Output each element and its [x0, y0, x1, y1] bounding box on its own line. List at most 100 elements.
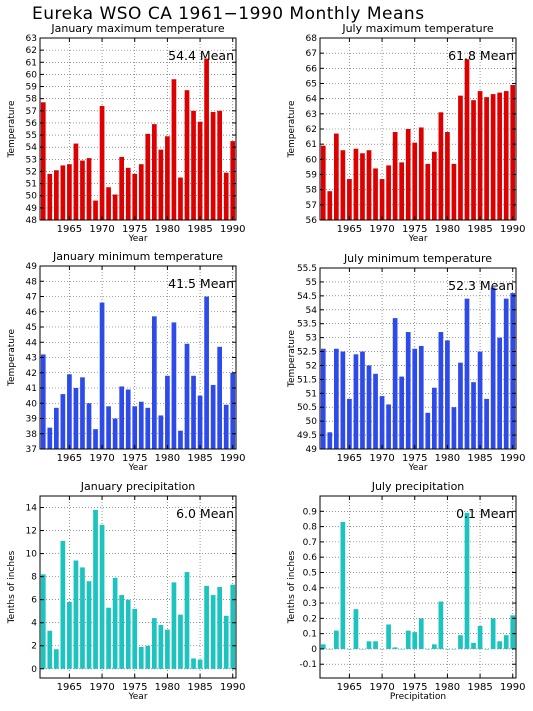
bar-1986	[484, 648, 489, 650]
y-tick-label: 54	[306, 306, 318, 316]
bar-1986	[204, 296, 209, 449]
bar-1979	[438, 332, 444, 449]
y-tick-label: 48	[26, 216, 38, 226]
y-tick-label: 39	[26, 415, 38, 425]
y-tick-label: 68	[306, 34, 318, 44]
bar-1985	[477, 91, 483, 220]
bar-1978	[151, 316, 157, 449]
y-tick-label: 53	[306, 334, 317, 344]
y-axis-label: Tenths of inches	[7, 550, 17, 624]
bar-1974	[125, 389, 131, 449]
x-tick-label: 1990	[220, 682, 245, 693]
bar-1982	[458, 635, 463, 649]
mean-label: 54.4 Mean	[168, 48, 234, 63]
bar-1990	[230, 372, 236, 449]
bar-1985	[197, 121, 203, 220]
bar-1964	[60, 394, 66, 449]
bar-1971	[386, 404, 391, 449]
chart-title: July precipitation	[371, 480, 465, 493]
bar-1968	[86, 158, 92, 220]
x-tick-label: 1975	[122, 453, 147, 464]
bar-1989	[503, 298, 509, 449]
y-tick-label: 47	[26, 293, 37, 303]
x-tick-label: 1975	[402, 453, 427, 464]
x-tick-label: 1980	[435, 224, 460, 235]
chart-6: July precipitation -0.1 0 0.1 0.2 0.3 0.4 0.5 0.…	[287, 480, 525, 702]
y-tick-label: 55.5	[297, 264, 317, 274]
bar-1975	[132, 608, 138, 669]
bar-1987	[210, 112, 216, 220]
bar-1967	[80, 567, 85, 669]
x-tick-label: 1985	[467, 224, 492, 235]
y-tick-label: 54.5	[297, 292, 317, 302]
bar-1982	[178, 177, 183, 220]
bar-1979	[158, 625, 164, 669]
bar-1972	[392, 647, 398, 649]
bar-1986	[484, 398, 489, 449]
bar-1963	[333, 348, 339, 449]
plot-frame	[39, 495, 237, 679]
bar-1989	[503, 635, 509, 649]
bar-1984	[191, 375, 196, 449]
y-tick-label: 61	[306, 140, 317, 150]
bar-1973	[119, 156, 125, 220]
bar-1970	[99, 524, 105, 669]
chart-title: July minimum temperature	[343, 252, 492, 265]
bar-1982	[458, 95, 463, 220]
bar-1990	[230, 141, 236, 220]
bar-1979	[438, 601, 444, 649]
bar-1962	[327, 648, 333, 650]
bar-1979	[158, 415, 164, 449]
bar-1978	[431, 387, 437, 449]
chart-1: January maximum temperature 48 49 50 51 52 53 5…	[7, 22, 245, 244]
bar-1985	[197, 659, 203, 669]
x-axis-label: Year	[127, 234, 147, 244]
x-tick-label: 1970	[89, 682, 114, 693]
x-tick-label: 1965	[337, 224, 362, 235]
x-tick-label: 1970	[369, 224, 394, 235]
x-tick-label: 1985	[187, 453, 212, 464]
x-axis-label: Precipitation	[390, 692, 446, 702]
bar-1985	[197, 395, 203, 449]
bar-1974	[125, 167, 131, 220]
bar-1969	[93, 429, 98, 449]
bar-1985	[477, 626, 483, 649]
bar-1988	[217, 587, 223, 669]
bar-1972	[112, 418, 118, 449]
y-tick-label: 49	[26, 204, 38, 214]
bar-1970	[99, 105, 105, 220]
bar-1968	[366, 150, 372, 220]
bar-1974	[405, 129, 411, 220]
page-title: Eureka WSO CA 1961−1990 Monthly Means	[32, 4, 425, 24]
bar-1980	[445, 132, 450, 220]
y-tick-label: 49	[306, 445, 318, 455]
chart-title: January minimum temperature	[52, 250, 223, 263]
x-tick-label: 1965	[57, 453, 82, 464]
plot-frame	[319, 495, 517, 679]
chart-4: July minimum temperature 49 49.5 50 50.5 51 51…	[287, 252, 525, 473]
bar-1984	[191, 110, 196, 220]
bar-1986	[484, 97, 489, 220]
bar-1962	[47, 173, 53, 220]
bar-1983	[464, 512, 470, 649]
y-tick-label: 6	[31, 596, 37, 606]
bar-1983	[184, 572, 190, 669]
bar-1980	[165, 136, 170, 220]
bar-1970	[99, 302, 105, 449]
bar-1963	[53, 649, 59, 669]
y-tick-label: 55	[26, 131, 37, 141]
bar-1976	[418, 618, 424, 649]
bar-1972	[112, 194, 118, 220]
y-tick-label: 65	[306, 80, 317, 90]
bar-1963	[53, 170, 59, 220]
bar-1966	[73, 560, 79, 669]
bar-1972	[392, 132, 398, 220]
bar-1964	[340, 522, 346, 649]
y-tick-label: 53	[26, 155, 37, 165]
x-tick-label: 1980	[435, 682, 460, 693]
bar-1971	[106, 607, 111, 669]
bar-1977	[145, 645, 151, 669]
mean-label: 61.8 Mean	[448, 48, 514, 63]
y-tick-label: 0.2	[303, 614, 317, 624]
bar-1981	[171, 322, 177, 449]
